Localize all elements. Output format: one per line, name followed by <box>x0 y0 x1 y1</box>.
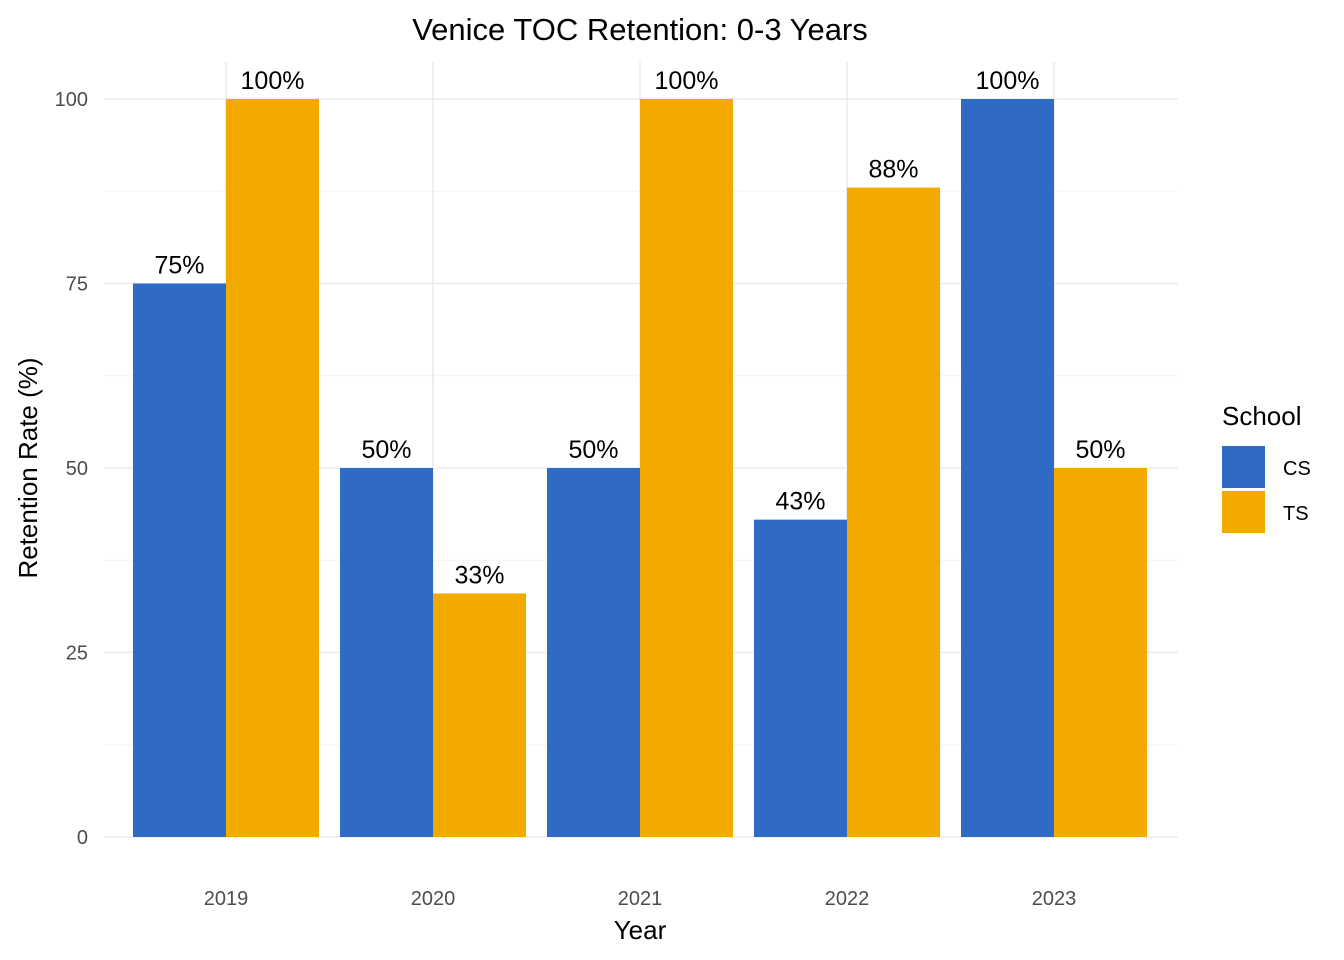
legend-label: TS <box>1283 503 1309 525</box>
y-axis-ticks: 0 25 50 75 100 <box>55 89 88 849</box>
data-label: 50% <box>361 436 411 464</box>
y-tick-label: 100 <box>55 89 88 111</box>
data-label: 50% <box>568 436 618 464</box>
legend-key-ts <box>1222 491 1265 533</box>
data-label: 33% <box>454 561 504 589</box>
y-tick-label: 50 <box>66 458 88 480</box>
bars <box>133 99 1147 837</box>
y-axis-title: Retention Rate (%) <box>13 357 43 578</box>
data-labels: 75% 50% 50% 43% 100% 100% 33% 100% 88% 50% <box>154 67 1125 589</box>
data-label: 43% <box>775 488 825 516</box>
x-tick-label: 2023 <box>1032 888 1077 910</box>
x-tick-label: 2020 <box>411 888 456 910</box>
y-tick-label: 0 <box>77 827 88 849</box>
bar-cs-2023 <box>961 99 1054 837</box>
bar-ts-2023 <box>1054 468 1147 837</box>
y-tick-label: 25 <box>66 643 88 665</box>
x-axis-ticks: 2019 2020 2021 2022 2023 <box>204 888 1077 910</box>
data-label: 50% <box>1075 436 1125 464</box>
bar-ts-2021 <box>640 99 733 837</box>
data-label: 88% <box>868 156 918 184</box>
y-tick-label: 75 <box>66 274 88 296</box>
bar-cs-2019 <box>133 283 226 837</box>
legend-key-cs <box>1222 446 1265 488</box>
data-label: 75% <box>154 252 204 280</box>
legend-title: School <box>1222 401 1302 431</box>
data-label: 100% <box>976 67 1040 95</box>
x-tick-label: 2021 <box>618 888 663 910</box>
legend-label: CS <box>1283 458 1311 480</box>
data-label: 100% <box>241 67 305 95</box>
legend: School CS TS <box>1222 401 1311 533</box>
bar-cs-2020 <box>340 468 433 837</box>
x-tick-label: 2022 <box>825 888 870 910</box>
bar-cs-2022 <box>754 519 847 837</box>
bar-ts-2022 <box>847 187 940 837</box>
bar-ts-2019 <box>226 99 319 837</box>
chart-title: Venice TOC Retention: 0-3 Years <box>412 12 868 47</box>
x-tick-label: 2019 <box>204 888 249 910</box>
bar-ts-2020 <box>433 593 526 837</box>
bar-cs-2021 <box>547 468 640 837</box>
data-label: 100% <box>655 67 719 95</box>
x-axis-title: Year <box>614 915 667 945</box>
